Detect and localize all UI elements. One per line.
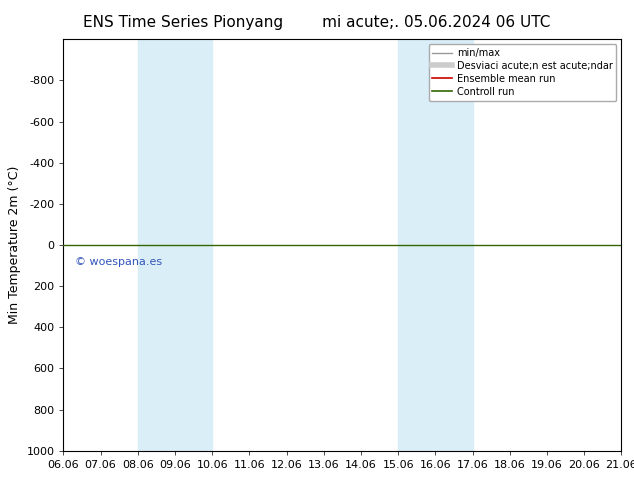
Bar: [138, 39, 212, 451]
Text: © woespana.es: © woespana.es: [75, 257, 162, 268]
Legend: min/max, Desviaci acute;n est acute;ndar, Ensemble mean run, Controll run: min/max, Desviaci acute;n est acute;ndar…: [429, 44, 616, 100]
Y-axis label: Min Temperature 2m (°C): Min Temperature 2m (°C): [8, 166, 21, 324]
Text: ENS Time Series Pionyang        mi acute;. 05.06.2024 06 UTC: ENS Time Series Pionyang mi acute;. 05.0…: [83, 15, 551, 30]
Bar: [398, 39, 472, 451]
